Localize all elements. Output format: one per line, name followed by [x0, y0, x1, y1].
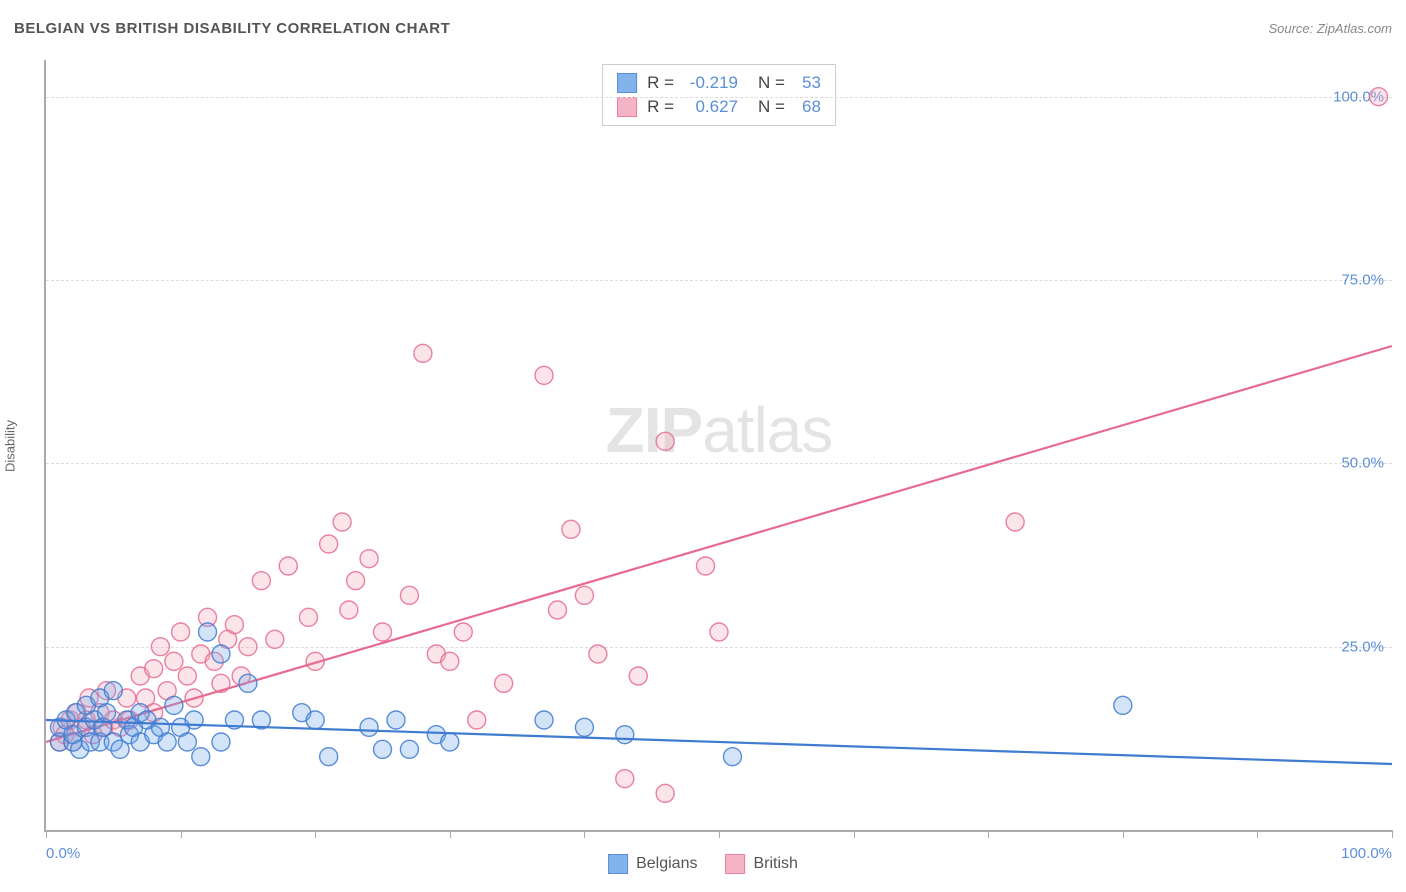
data-point-british — [400, 586, 418, 604]
data-point-belgians — [441, 733, 459, 751]
x-tick — [1123, 830, 1124, 838]
data-point-british — [360, 550, 378, 568]
x-tick — [450, 830, 451, 838]
x-tick — [719, 830, 720, 838]
data-point-british — [468, 711, 486, 729]
data-point-belgians — [360, 718, 378, 736]
data-point-belgians — [98, 704, 116, 722]
data-point-belgians — [320, 748, 338, 766]
data-point-british — [656, 432, 674, 450]
legend-label-belgians: Belgians — [636, 855, 697, 873]
data-point-belgians — [575, 718, 593, 736]
x-tick — [315, 830, 316, 838]
data-point-belgians — [723, 748, 741, 766]
x-tick — [1257, 830, 1258, 838]
swatch-belgians-icon — [608, 854, 628, 874]
data-point-british — [225, 616, 243, 634]
data-point-belgians — [192, 748, 210, 766]
data-point-british — [299, 608, 317, 626]
x-tick — [854, 830, 855, 838]
x-tick-label: 0.0% — [46, 845, 80, 862]
data-point-british — [266, 630, 284, 648]
data-point-british — [340, 601, 358, 619]
y-axis-title: Disability — [3, 420, 18, 472]
data-point-british — [535, 366, 553, 384]
data-point-belgians — [158, 733, 176, 751]
data-point-british — [629, 667, 647, 685]
data-point-belgians — [104, 682, 122, 700]
data-point-british — [1370, 88, 1388, 106]
data-point-british — [1006, 513, 1024, 531]
legend-label-british: British — [753, 855, 797, 873]
legend-bottom: Belgians British — [608, 854, 798, 874]
swatch-british-icon — [725, 854, 745, 874]
data-point-british — [616, 770, 634, 788]
data-point-british — [347, 572, 365, 590]
data-point-belgians — [239, 674, 257, 692]
data-point-british — [165, 652, 183, 670]
data-point-british — [279, 557, 297, 575]
data-point-british — [562, 520, 580, 538]
data-point-belgians — [165, 696, 183, 714]
data-point-belgians — [178, 733, 196, 751]
legend-item-belgians: Belgians — [608, 854, 697, 874]
data-point-british — [145, 660, 163, 678]
data-point-belgians — [387, 711, 405, 729]
data-point-british — [589, 645, 607, 663]
data-point-british — [548, 601, 566, 619]
data-point-british — [333, 513, 351, 531]
data-point-british — [710, 623, 728, 641]
data-point-british — [374, 623, 392, 641]
data-point-british — [697, 557, 715, 575]
data-point-british — [441, 652, 459, 670]
data-point-british — [239, 638, 257, 656]
trend-line-belgians — [46, 720, 1392, 764]
data-point-british — [575, 586, 593, 604]
data-point-british — [320, 535, 338, 553]
data-point-belgians — [199, 623, 217, 641]
data-point-british — [495, 674, 513, 692]
data-point-belgians — [212, 645, 230, 663]
data-point-british — [151, 638, 169, 656]
data-point-british — [656, 784, 674, 802]
data-point-belgians — [616, 726, 634, 744]
x-tick — [181, 830, 182, 838]
x-tick — [1392, 830, 1393, 838]
x-tick — [988, 830, 989, 838]
x-tick-label: 100.0% — [1341, 845, 1392, 862]
source-label: Source: ZipAtlas.com — [1268, 21, 1392, 36]
data-point-belgians — [1114, 696, 1132, 714]
data-point-british — [454, 623, 472, 641]
scatter-plot: ZIPatlas R = -0.219 N = 53 R = 0.627 N =… — [44, 60, 1392, 832]
data-point-belgians — [400, 740, 418, 758]
data-point-british — [178, 667, 196, 685]
x-tick — [46, 830, 47, 838]
x-tick — [584, 830, 585, 838]
data-point-british — [414, 344, 432, 362]
data-point-british — [252, 572, 270, 590]
legend-item-british: British — [725, 854, 797, 874]
data-point-belgians — [185, 711, 203, 729]
plot-svg — [46, 60, 1392, 830]
chart-area: ZIPatlas R = -0.219 N = 53 R = 0.627 N =… — [44, 60, 1392, 832]
data-point-british — [172, 623, 190, 641]
data-point-belgians — [374, 740, 392, 758]
header-row: BELGIAN VS BRITISH DISABILITY CORRELATIO… — [14, 20, 1392, 37]
data-point-belgians — [306, 711, 324, 729]
data-point-belgians — [212, 733, 230, 751]
chart-title: BELGIAN VS BRITISH DISABILITY CORRELATIO… — [14, 20, 450, 37]
data-point-belgians — [535, 711, 553, 729]
